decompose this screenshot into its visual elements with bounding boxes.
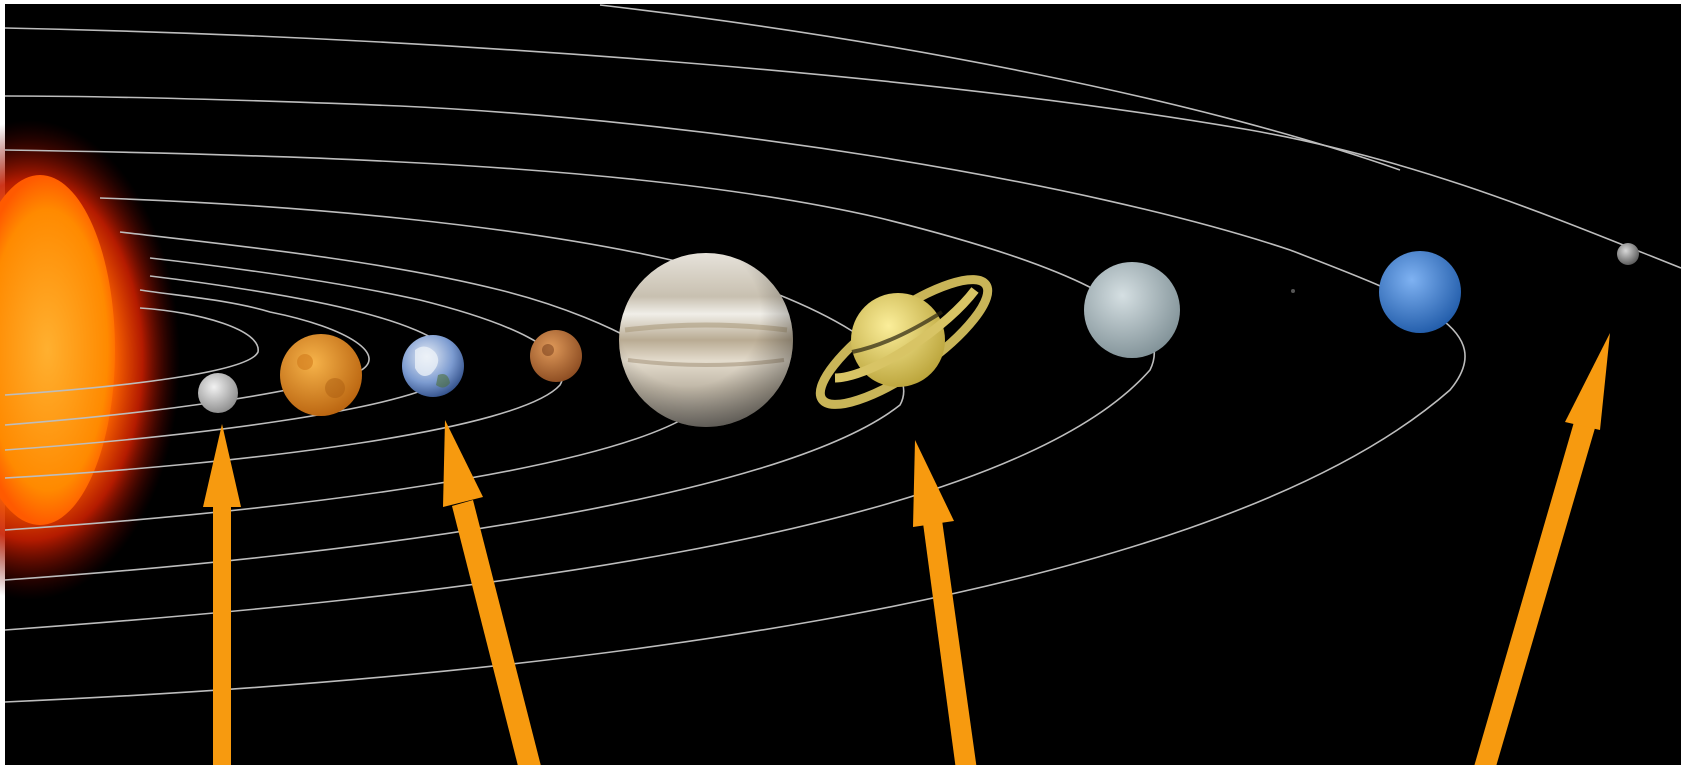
uranus-icon [1084,262,1180,358]
orbit-venus [4,289,370,426]
venus-icon [280,334,362,416]
arrow-to-pluto [1474,333,1610,765]
small-dot [1291,289,1295,293]
orbit-pluto-upper [599,4,1401,171]
orbit-neptune [4,95,1466,703]
space-background [5,4,1681,765]
pluto-icon [1617,243,1639,265]
neptune-icon [1379,251,1461,333]
mercury-icon [198,373,238,413]
earth-icon [402,335,464,397]
arrow-to-earth [443,420,541,765]
arrows [203,333,1610,765]
jupiter-icon [619,253,793,427]
mars-icon [530,330,582,382]
arrow-to-mercury [203,424,241,765]
orbit-mercury [4,307,259,396]
arrow-to-saturn [913,440,977,765]
sun-icon [0,120,180,600]
orbit-pluto [4,27,1681,269]
saturn-icon [815,275,993,409]
